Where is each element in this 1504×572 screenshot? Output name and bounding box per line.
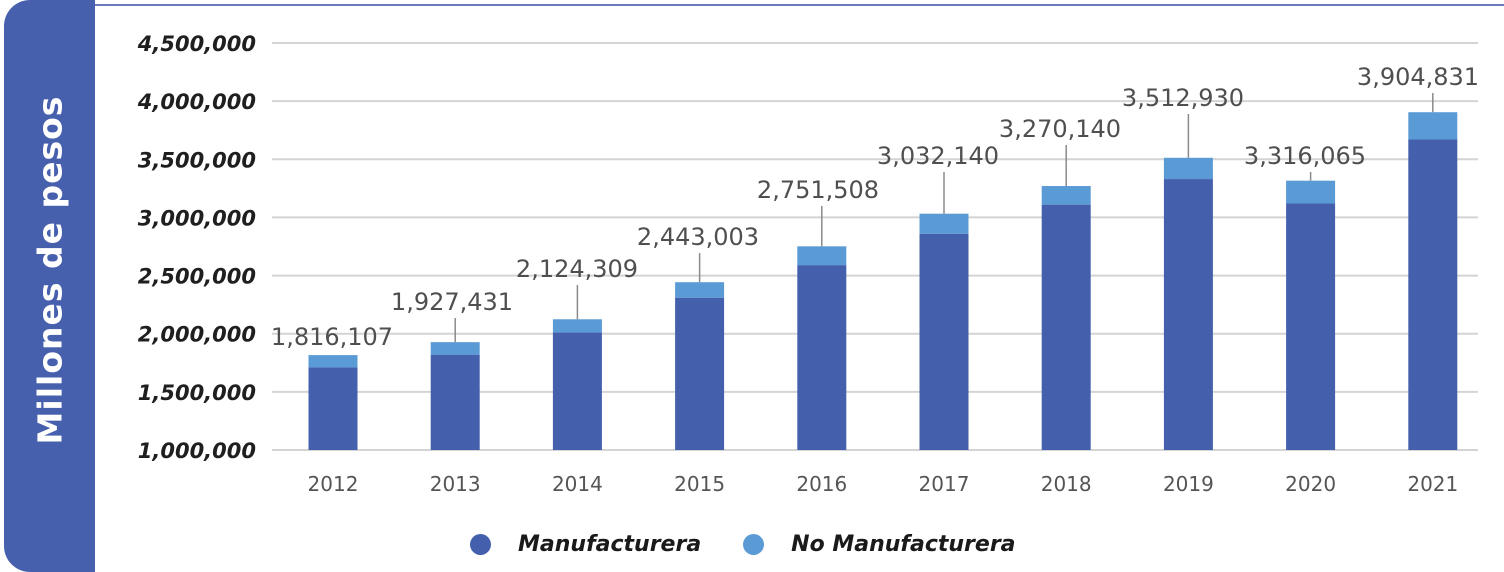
x-tick-label: 2018 <box>1041 472 1092 496</box>
x-tick-label: 2019 <box>1163 472 1214 496</box>
y-tick-label: 2,000,000 <box>138 323 256 347</box>
bar-manufacturera <box>919 233 969 450</box>
legend-item-manufacturera: Manufacturera <box>470 532 701 557</box>
x-axis-ticks: 2012 2013 2014 2015 2016 2017 2018 2019 2020 2021 <box>308 472 1459 496</box>
x-tick-label: 2020 <box>1285 472 1336 496</box>
y-tick-label: 4,000,000 <box>137 90 256 114</box>
bar-manufacturera <box>1408 139 1458 450</box>
bar-series <box>308 112 1458 450</box>
total-data-label: 2,443,003 <box>637 223 759 251</box>
bar-manufacturera <box>1041 204 1091 450</box>
bar-no-manufacturera <box>1041 186 1091 205</box>
bar-manufacturera <box>308 367 358 450</box>
y-tick-label: 2,500,000 <box>138 265 256 289</box>
total-data-label: 3,904,831 <box>1357 63 1479 91</box>
bar-no-manufacturera <box>1408 112 1458 140</box>
y-tick-label: 1,000,000 <box>138 439 256 463</box>
total-data-label: 3,270,140 <box>999 115 1121 143</box>
y-tick-label: 4,500,000 <box>137 32 256 56</box>
legend-swatch-manufacturera <box>470 533 491 555</box>
total-data-label: 1,927,431 <box>391 288 513 316</box>
bar-no-manufacturera <box>797 246 847 266</box>
y-axis-label-panel <box>4 0 95 572</box>
x-tick-label: 2016 <box>796 472 847 496</box>
bar-manufacturera <box>1286 203 1336 450</box>
y-axis-ticks: 1,000,000 1,500,000 2,000,000 2,500,000 3,00… <box>137 32 256 463</box>
total-data-label: 2,124,309 <box>516 255 638 283</box>
x-tick-label: 2013 <box>430 472 481 496</box>
bar-manufacturera <box>797 265 847 450</box>
bar-manufacturera <box>675 297 725 450</box>
bar-manufacturera <box>1163 179 1213 450</box>
x-tick-label: 2017 <box>919 472 970 496</box>
x-tick-label: 2021 <box>1407 472 1458 496</box>
y-tick-label: 1,500,000 <box>138 381 256 405</box>
total-data-label: 3,032,140 <box>877 142 999 170</box>
y-tick-label: 3,000,000 <box>138 206 256 230</box>
bar-no-manufacturera <box>675 282 725 298</box>
x-tick-label: 2014 <box>552 472 603 496</box>
top-border <box>95 4 1504 6</box>
y-tick-label: 3,500,000 <box>138 148 256 172</box>
bar-manufacturera <box>552 332 602 450</box>
bar-no-manufacturera <box>308 355 358 368</box>
total-data-label: 1,816,107 <box>271 323 393 351</box>
legend-label-no-manufacturera: No Manufacturera <box>791 531 1016 557</box>
legend-swatch-no-manufacturera <box>743 533 765 555</box>
legend: Manufacturera No Manufacturera <box>470 528 1058 560</box>
bar-no-manufacturera <box>919 213 969 234</box>
total-data-label: 3,316,065 <box>1244 142 1366 170</box>
bar-no-manufacturera <box>552 319 602 333</box>
total-data-label: 2,751,508 <box>757 176 879 204</box>
total-data-label: 3,512,930 <box>1122 84 1244 112</box>
bar-no-manufacturera <box>1286 180 1336 204</box>
x-tick-label: 2015 <box>674 472 725 496</box>
x-tick-label: 2012 <box>308 472 359 496</box>
legend-label-manufacturera: Manufacturera <box>518 531 702 557</box>
bar-no-manufacturera <box>430 342 480 355</box>
bar-no-manufacturera <box>1163 157 1213 180</box>
legend-item-no-manufacturera: No Manufacturera <box>743 531 1016 557</box>
bar-manufacturera <box>430 354 480 450</box>
